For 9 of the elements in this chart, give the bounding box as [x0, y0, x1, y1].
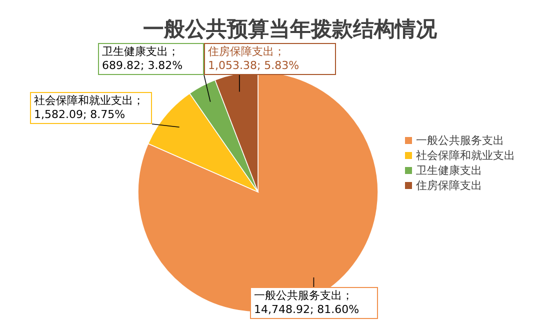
legend-label: 住房保障支出: [416, 179, 482, 192]
data-label: 住房保障支出；1,053.38; 5.83%: [204, 43, 336, 75]
chart-title: 一般公共预算当年拨款结构情况: [143, 17, 438, 41]
legend-label: 一般公共服务支出: [416, 134, 504, 147]
legend-label: 社会保障和就业支出: [416, 149, 515, 162]
data-label: 一般公共服务支出；14,748.92; 81.60%: [250, 287, 378, 319]
data-label: 卫生健康支出；689.82; 3.82%: [98, 43, 204, 75]
data-label: 社会保障和就业支出；1,582.09; 8.75%: [30, 92, 152, 124]
legend-label: 卫生健康支出: [416, 164, 482, 177]
